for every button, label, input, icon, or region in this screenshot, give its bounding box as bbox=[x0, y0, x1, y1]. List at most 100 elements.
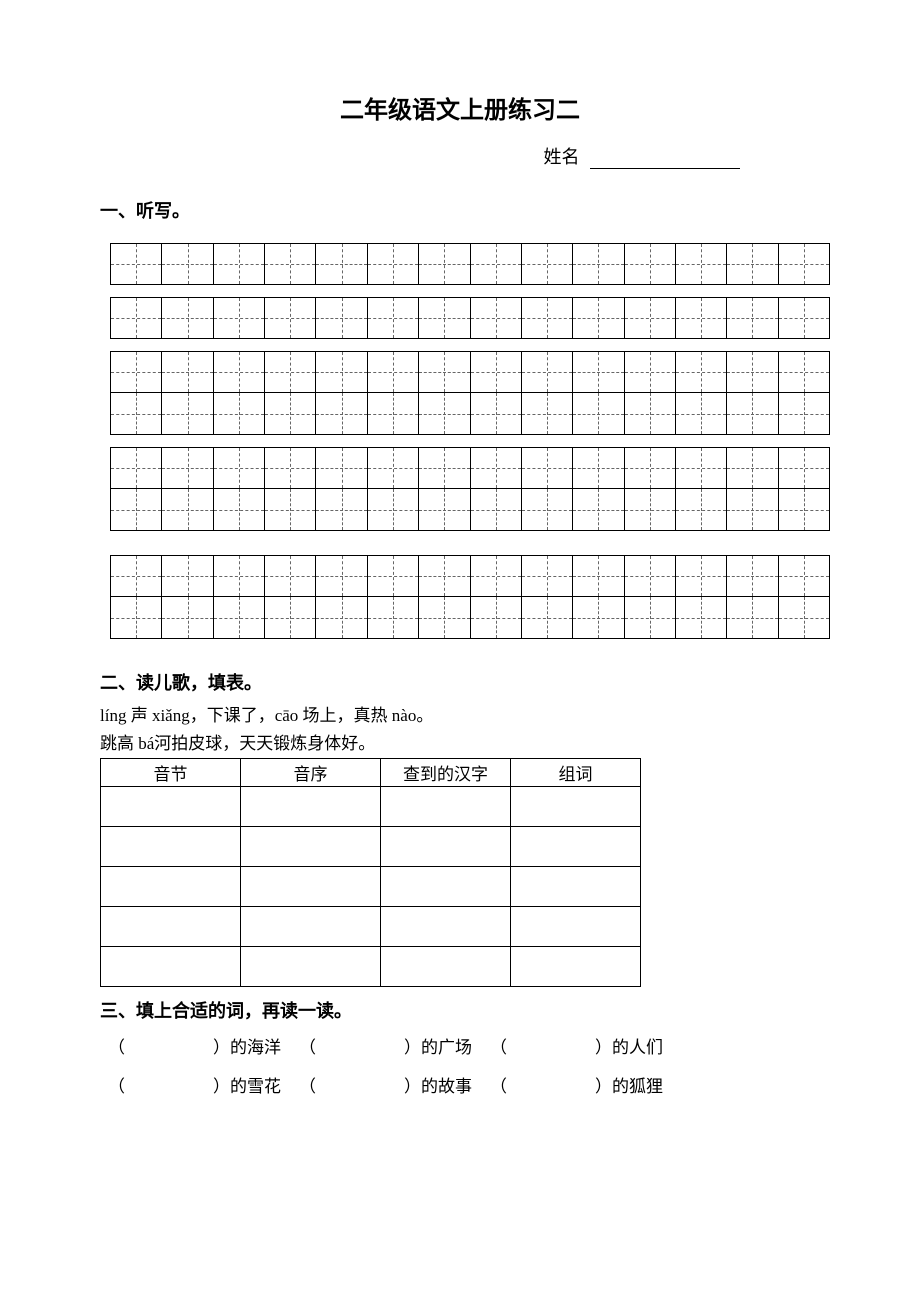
grid-cell[interactable] bbox=[676, 448, 727, 488]
grid-cell[interactable] bbox=[727, 489, 778, 530]
grid-cell[interactable] bbox=[111, 556, 162, 596]
grid-cell[interactable] bbox=[265, 244, 316, 284]
table-cell[interactable] bbox=[511, 827, 641, 867]
grid-cell[interactable] bbox=[265, 448, 316, 488]
grid-cell[interactable] bbox=[111, 393, 162, 434]
grid-cell[interactable] bbox=[265, 556, 316, 596]
grid-cell[interactable] bbox=[727, 352, 778, 392]
grid-cell[interactable] bbox=[676, 597, 727, 638]
grid-cell[interactable] bbox=[368, 597, 419, 638]
grid-cell[interactable] bbox=[162, 597, 213, 638]
name-input-line[interactable] bbox=[590, 151, 740, 169]
grid-cell[interactable] bbox=[727, 556, 778, 596]
grid-cell[interactable] bbox=[316, 448, 367, 488]
grid-cell[interactable] bbox=[316, 244, 367, 284]
table-cell[interactable] bbox=[101, 867, 241, 907]
grid-cell[interactable] bbox=[522, 393, 573, 434]
grid-cell[interactable] bbox=[214, 244, 265, 284]
table-cell[interactable] bbox=[511, 787, 641, 827]
grid-cell[interactable] bbox=[676, 489, 727, 530]
grid-cell[interactable] bbox=[779, 393, 829, 434]
grid-cell[interactable] bbox=[162, 393, 213, 434]
grid-cell[interactable] bbox=[368, 489, 419, 530]
grid-cell[interactable] bbox=[111, 489, 162, 530]
table-cell[interactable] bbox=[241, 787, 381, 827]
grid-cell[interactable] bbox=[162, 556, 213, 596]
grid-cell[interactable] bbox=[779, 352, 829, 392]
grid-cell[interactable] bbox=[573, 244, 624, 284]
table-cell[interactable] bbox=[381, 867, 511, 907]
grid-cell[interactable] bbox=[471, 352, 522, 392]
grid-cell[interactable] bbox=[676, 244, 727, 284]
grid-cell[interactable] bbox=[265, 298, 316, 338]
grid-cell[interactable] bbox=[727, 298, 778, 338]
grid-cell[interactable] bbox=[676, 298, 727, 338]
grid-cell[interactable] bbox=[316, 556, 367, 596]
grid-cell[interactable] bbox=[368, 244, 419, 284]
grid-cell[interactable] bbox=[625, 352, 676, 392]
grid-cell[interactable] bbox=[573, 556, 624, 596]
grid-cell[interactable] bbox=[162, 448, 213, 488]
grid-cell[interactable] bbox=[111, 244, 162, 284]
grid-cell[interactable] bbox=[625, 393, 676, 434]
table-cell[interactable] bbox=[241, 867, 381, 907]
grid-cell[interactable] bbox=[471, 489, 522, 530]
grid-cell[interactable] bbox=[573, 352, 624, 392]
grid-cell[interactable] bbox=[316, 489, 367, 530]
grid-cell[interactable] bbox=[368, 352, 419, 392]
grid-cell[interactable] bbox=[316, 597, 367, 638]
grid-cell[interactable] bbox=[625, 489, 676, 530]
grid-cell[interactable] bbox=[214, 298, 265, 338]
table-cell[interactable] bbox=[381, 787, 511, 827]
grid-cell[interactable] bbox=[471, 597, 522, 638]
table-cell[interactable] bbox=[381, 947, 511, 987]
grid-cell[interactable] bbox=[419, 298, 470, 338]
grid-cell[interactable] bbox=[573, 448, 624, 488]
grid-cell[interactable] bbox=[573, 393, 624, 434]
grid-cell[interactable] bbox=[522, 298, 573, 338]
grid-cell[interactable] bbox=[727, 597, 778, 638]
grid-cell[interactable] bbox=[522, 556, 573, 596]
grid-cell[interactable] bbox=[368, 556, 419, 596]
grid-cell[interactable] bbox=[522, 489, 573, 530]
grid-cell[interactable] bbox=[779, 298, 829, 338]
grid-cell[interactable] bbox=[625, 556, 676, 596]
grid-cell[interactable] bbox=[471, 244, 522, 284]
grid-cell[interactable] bbox=[214, 489, 265, 530]
grid-cell[interactable] bbox=[214, 352, 265, 392]
grid-cell[interactable] bbox=[522, 244, 573, 284]
grid-cell[interactable] bbox=[727, 393, 778, 434]
grid-cell[interactable] bbox=[419, 448, 470, 488]
grid-cell[interactable] bbox=[471, 298, 522, 338]
grid-cell[interactable] bbox=[265, 393, 316, 434]
grid-cell[interactable] bbox=[676, 393, 727, 434]
table-cell[interactable] bbox=[511, 867, 641, 907]
grid-cell[interactable] bbox=[419, 489, 470, 530]
grid-cell[interactable] bbox=[471, 556, 522, 596]
grid-cell[interactable] bbox=[573, 489, 624, 530]
grid-cell[interactable] bbox=[265, 597, 316, 638]
grid-cell[interactable] bbox=[625, 298, 676, 338]
table-cell[interactable] bbox=[101, 947, 241, 987]
grid-cell[interactable] bbox=[265, 352, 316, 392]
table-cell[interactable] bbox=[381, 907, 511, 947]
grid-cell[interactable] bbox=[368, 448, 419, 488]
grid-cell[interactable] bbox=[162, 352, 213, 392]
grid-cell[interactable] bbox=[419, 597, 470, 638]
table-cell[interactable] bbox=[101, 907, 241, 947]
grid-cell[interactable] bbox=[111, 597, 162, 638]
grid-cell[interactable] bbox=[111, 298, 162, 338]
grid-cell[interactable] bbox=[316, 298, 367, 338]
grid-cell[interactable] bbox=[368, 393, 419, 434]
grid-cell[interactable] bbox=[419, 393, 470, 434]
grid-cell[interactable] bbox=[727, 244, 778, 284]
grid-cell[interactable] bbox=[162, 244, 213, 284]
grid-cell[interactable] bbox=[573, 298, 624, 338]
grid-cell[interactable] bbox=[214, 597, 265, 638]
table-cell[interactable] bbox=[241, 947, 381, 987]
grid-cell[interactable] bbox=[111, 352, 162, 392]
grid-cell[interactable] bbox=[676, 556, 727, 596]
table-cell[interactable] bbox=[511, 907, 641, 947]
grid-cell[interactable] bbox=[214, 448, 265, 488]
grid-cell[interactable] bbox=[471, 393, 522, 434]
